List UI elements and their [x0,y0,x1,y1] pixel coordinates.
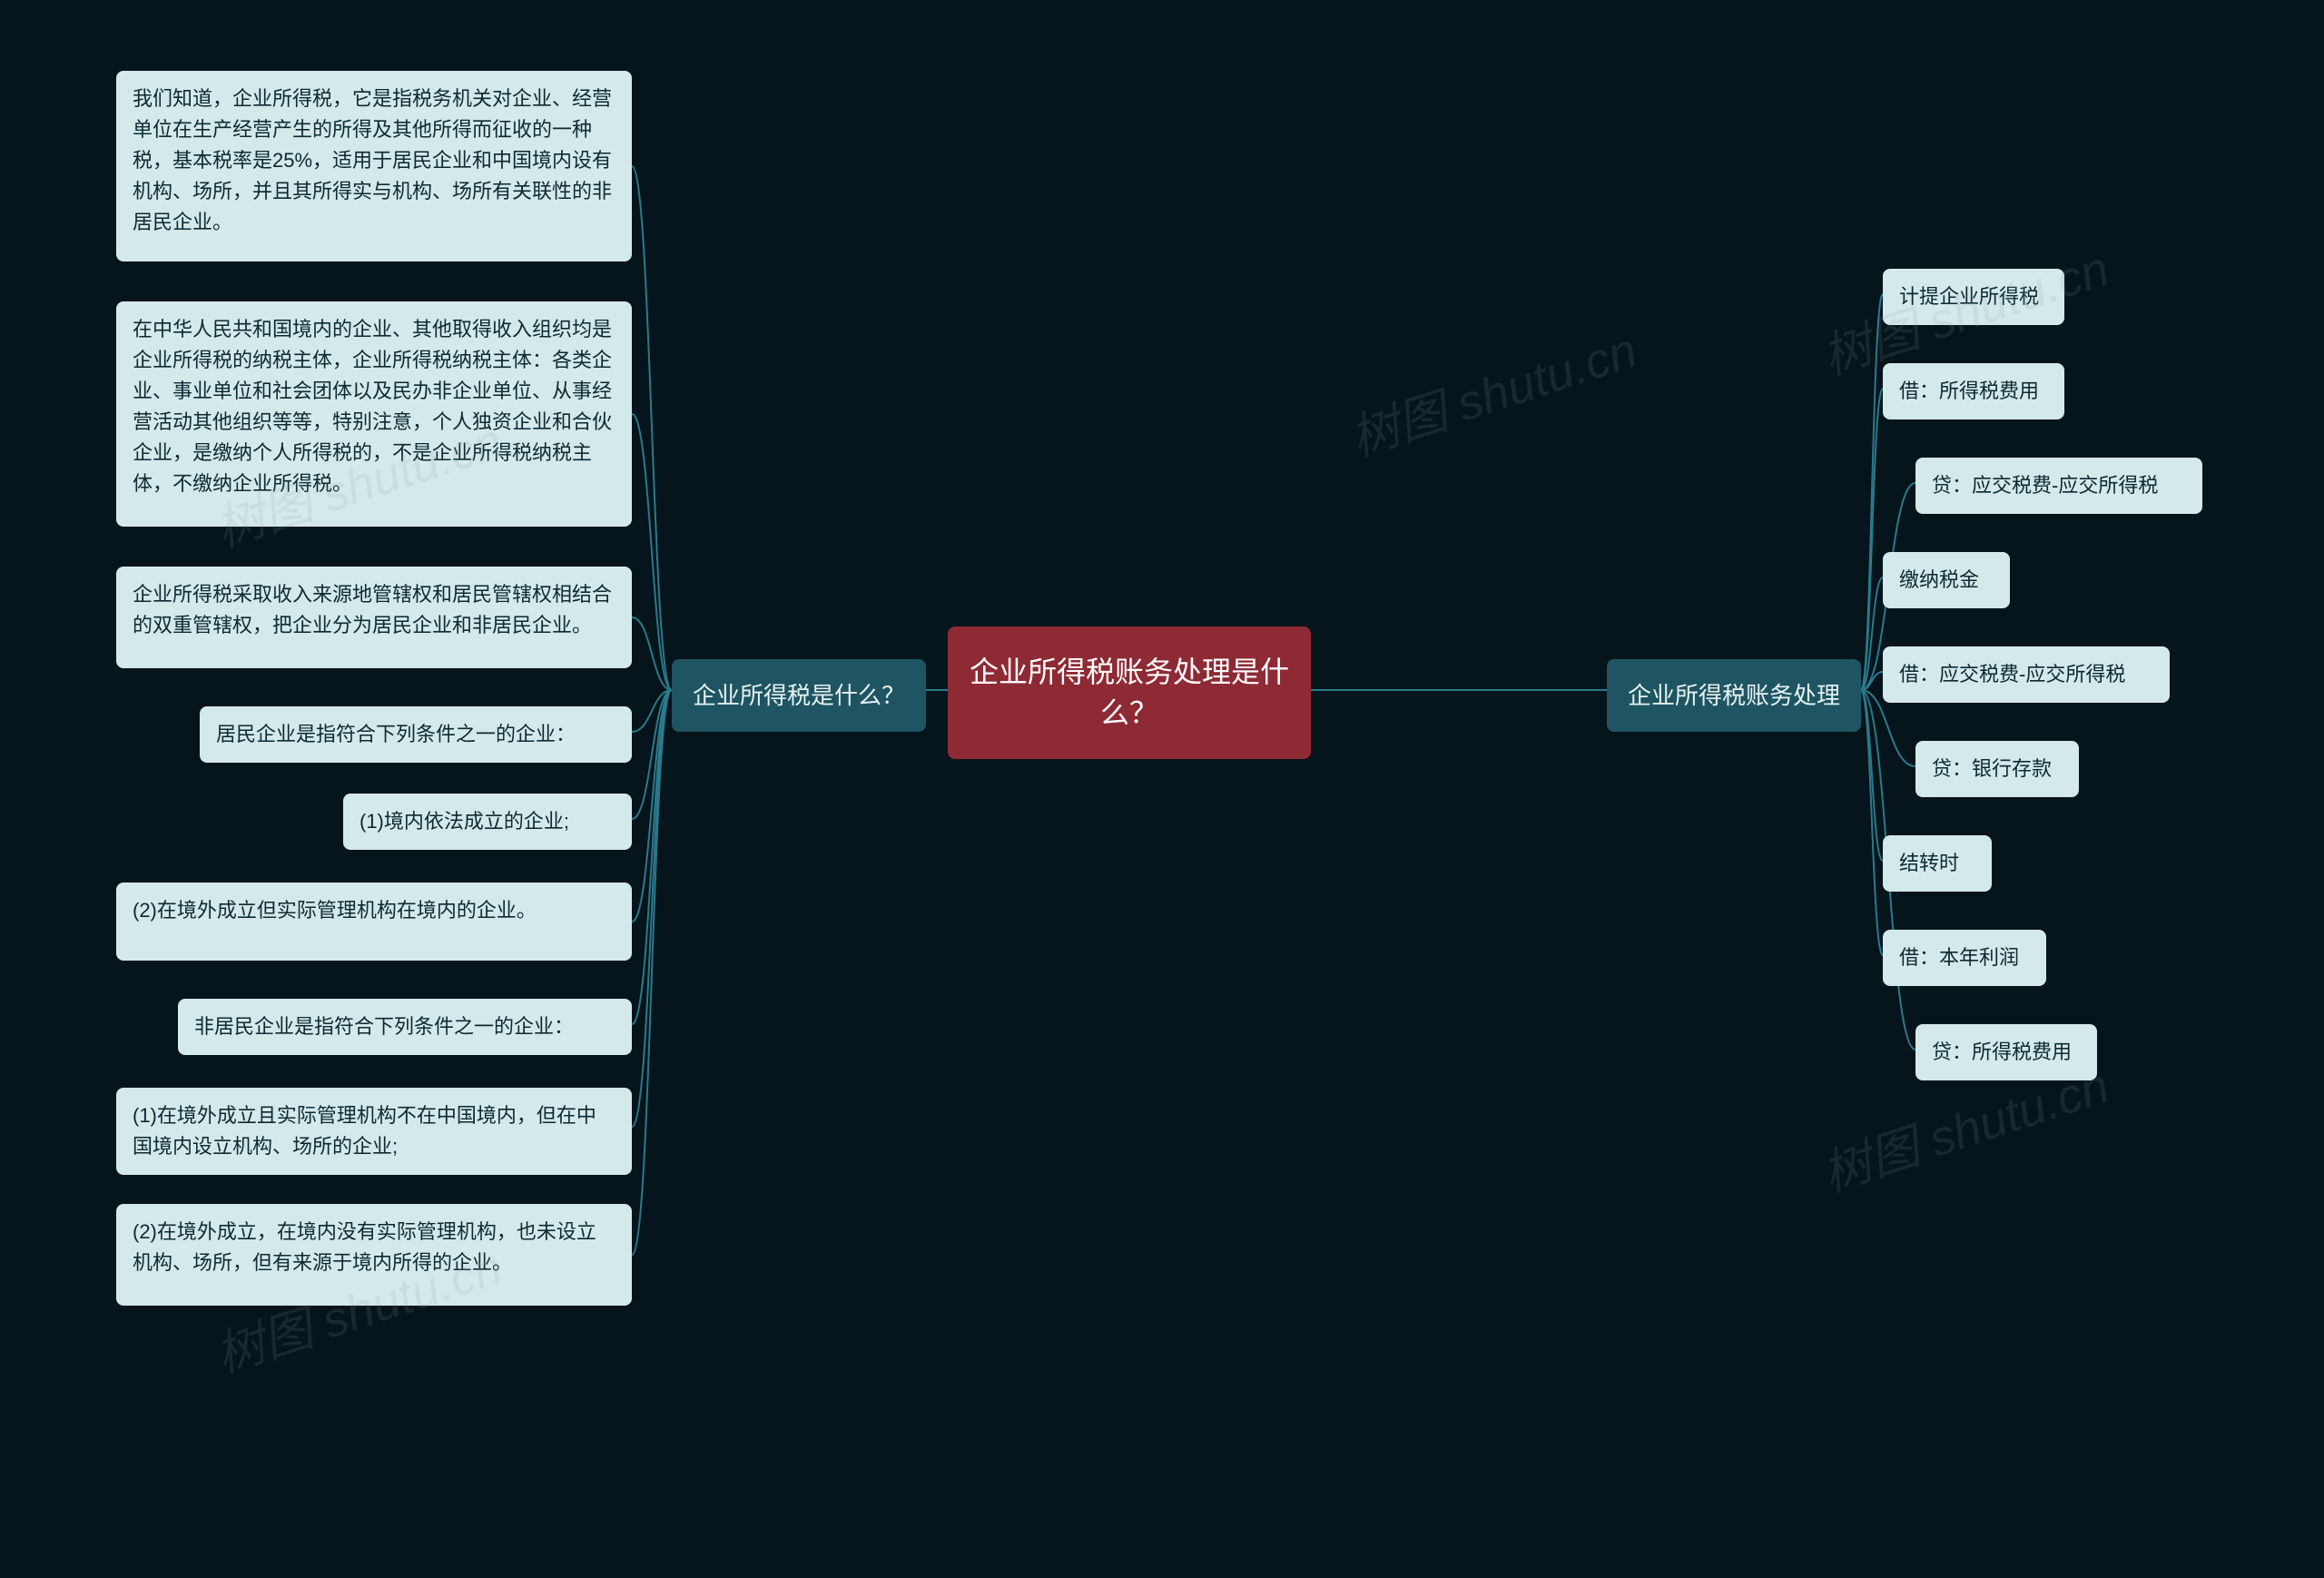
right-leaf-4: 借：应交税费-应交所得税 [1883,646,2170,703]
left-leaf-8: (2)在境外成立，在境内没有实际管理机构，也未设立机构、场所，但有来源于境内所得… [116,1204,632,1306]
right-leaf-1: 借：所得税费用 [1883,363,2064,419]
root-text: 企业所得税账务处理是什么？ [970,656,1289,729]
left-leaf-7-text: (1)在境外成立且实际管理机构不在中国境内，但在中国境内设立机构、场所的企业; [133,1104,596,1158]
left-leaf-4: (1)境内依法成立的企业; [343,794,632,850]
left-leaf-7: (1)在境外成立且实际管理机构不在中国境内，但在中国境内设立机构、场所的企业; [116,1088,632,1175]
mindmap-root: 企业所得税账务处理是什么？ [948,626,1311,759]
right-leaf-5-text: 贷：银行存款 [1932,757,2052,780]
left-leaf-3-text: 居民企业是指符合下列条件之一的企业： [216,723,576,745]
right-leaf-3: 缴纳税金 [1883,552,2010,608]
left-leaf-2-text: 企业所得税采取收入来源地管辖权和居民管辖权相结合的双重管辖权，把企业分为居民企业… [133,583,612,636]
right-leaf-1-text: 借：所得税费用 [1899,380,2039,402]
left-leaf-1-text: 在中华人民共和国境内的企业、其他取得收入组织均是企业所得税的纳税主体，企业所得税… [133,318,612,495]
right-leaf-8: 贷：所得税费用 [1915,1024,2097,1080]
left-leaf-1: 在中华人民共和国境内的企业、其他取得收入组织均是企业所得税的纳税主体，企业所得税… [116,301,632,527]
left-leaf-3: 居民企业是指符合下列条件之一的企业： [200,706,632,763]
right-leaf-7: 借：本年利润 [1883,930,2046,986]
left-leaf-0-text: 我们知道，企业所得税，它是指税务机关对企业、经营单位在生产经营产生的所得及其他所… [133,87,612,233]
branch-left-text: 企业所得税是什么？ [693,682,905,709]
left-leaf-8-text: (2)在境外成立，在境内没有实际管理机构，也未设立机构、场所，但有来源于境内所得… [133,1220,596,1274]
right-leaf-0-text: 计提企业所得税 [1899,285,2039,308]
branch-right-text: 企业所得税账务处理 [1628,682,1840,709]
right-leaf-6-text: 结转时 [1899,852,1959,874]
right-leaf-2-text: 贷：应交税费-应交所得税 [1932,474,2158,497]
right-leaf-2: 贷：应交税费-应交所得税 [1915,458,2202,514]
right-leaf-6: 结转时 [1883,835,1992,892]
right-leaf-5: 贷：银行存款 [1915,741,2079,797]
left-leaf-5: (2)在境外成立但实际管理机构在境内的企业。 [116,883,632,961]
branch-left: 企业所得税是什么？ [672,659,926,732]
right-leaf-8-text: 贷：所得税费用 [1932,1040,2072,1063]
right-leaf-7-text: 借：本年利润 [1899,946,2019,969]
right-leaf-4-text: 借：应交税费-应交所得税 [1899,663,2125,685]
left-leaf-6-text: 非居民企业是指符合下列条件之一的企业： [194,1015,574,1038]
left-leaf-2: 企业所得税采取收入来源地管辖权和居民管辖权相结合的双重管辖权，把企业分为居民企业… [116,567,632,668]
left-leaf-6: 非居民企业是指符合下列条件之一的企业： [178,999,632,1055]
right-leaf-3-text: 缴纳税金 [1899,568,1979,591]
watermark-2: 树图 shutu.cn [1340,310,1645,469]
left-leaf-5-text: (2)在境外成立但实际管理机构在境内的企业。 [133,899,537,922]
branch-right: 企业所得税账务处理 [1607,659,1861,732]
left-leaf-4-text: (1)境内依法成立的企业; [359,810,569,833]
right-leaf-0: 计提企业所得税 [1883,269,2064,325]
left-leaf-0: 我们知道，企业所得税，它是指税务机关对企业、经营单位在生产经营产生的所得及其他所… [116,71,632,261]
